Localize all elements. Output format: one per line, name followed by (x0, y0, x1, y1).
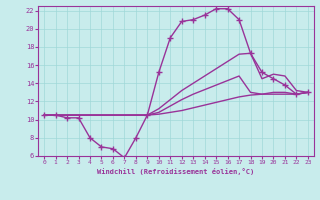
X-axis label: Windchill (Refroidissement éolien,°C): Windchill (Refroidissement éolien,°C) (97, 168, 255, 175)
